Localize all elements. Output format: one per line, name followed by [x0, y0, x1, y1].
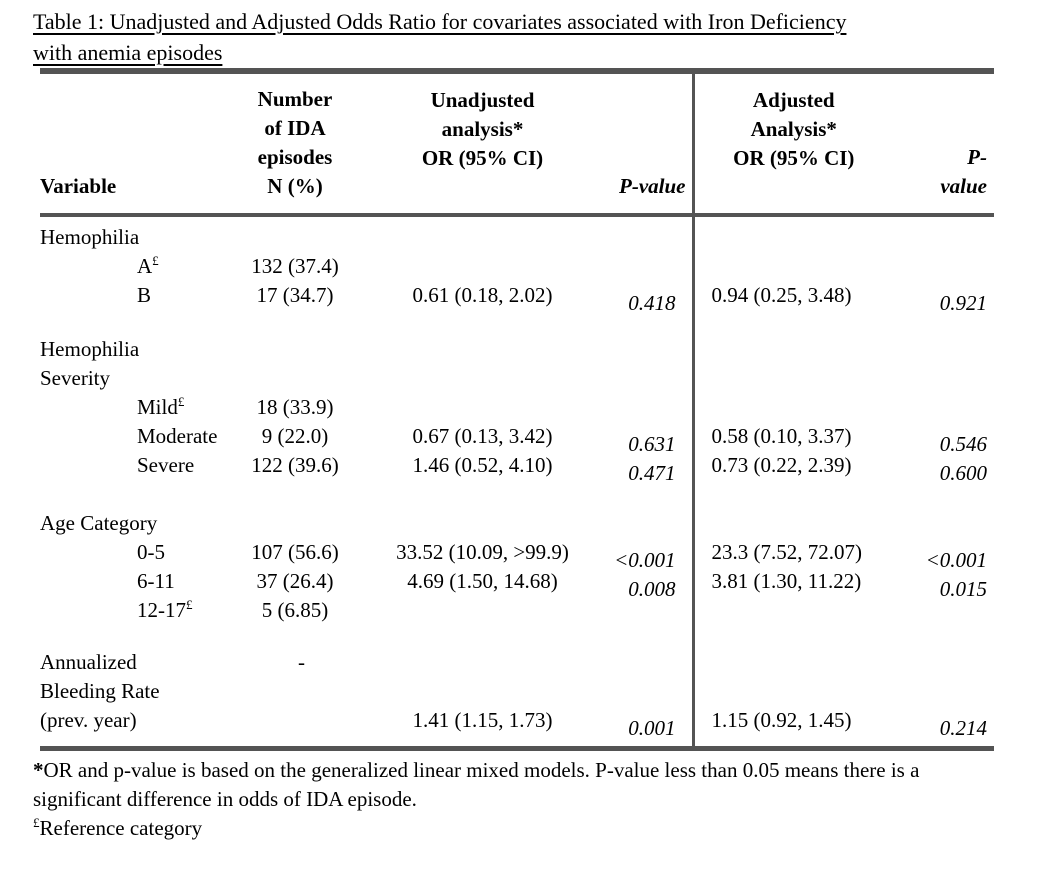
cell-or-adjusted: 0.73 (0.22, 2.39): [691, 451, 893, 480]
cell-p-unadjusted: [605, 252, 693, 281]
cell-variable: B: [137, 283, 152, 307]
cell-variable: Severe: [137, 453, 195, 477]
cell-or-unadjusted: 0.61 (0.18, 2.02): [412, 283, 553, 307]
cell-p-unadjusted: <0.001: [614, 548, 676, 572]
cell-p-unadjusted: 0.471: [628, 461, 676, 485]
cell-p-unadjusted: [605, 223, 693, 252]
cell-variable: Bleeding Rate: [40, 679, 160, 703]
cell-p-adjusted: 0.921: [939, 291, 987, 315]
cell-p-unadjusted: 0.008: [628, 577, 676, 601]
cell-variable: 0-5: [137, 540, 165, 564]
cell-or-unadjusted: 1.41 (1.15, 1.73): [412, 708, 553, 732]
cell-variable: Hemophilia: [40, 225, 140, 249]
cell-or-adjusted: 23.3 (7.52, 72.07): [691, 538, 893, 567]
table-header: Variable Number of IDA episodes N (%) Un…: [40, 71, 994, 217]
table-row: Severity: [40, 364, 994, 393]
cell-n-pct: 107 (56.6): [251, 540, 339, 564]
table-title: Table 1: Unadjusted and Adjusted Odds Ra…: [33, 6, 1054, 68]
table-row: Annualized -: [40, 648, 994, 677]
table-row: Severe 122 (39.6) 1.46 (0.52, 4.10) 0.47…: [40, 451, 994, 485]
spacer-row: [40, 625, 994, 648]
cell-p-adjusted: 0.546: [939, 432, 987, 456]
table-title-line1: Table 1: Unadjusted and Adjusted Odds Ra…: [33, 9, 847, 34]
cell-p-adjusted: [893, 252, 994, 281]
cell-p-unadjusted: 0.001: [628, 716, 676, 740]
cell-n-pct: 132 (37.4): [251, 254, 339, 278]
cell-p-adjusted: <0.001: [925, 548, 987, 572]
table-title-line2: with anemia episodes: [33, 40, 223, 65]
cell-p-unadjusted: 0.631: [628, 432, 676, 456]
cell-or-unadjusted: 4.69 (1.50, 14.68): [407, 569, 558, 593]
reference-superscript: £: [177, 394, 185, 409]
spacer-row: [40, 480, 994, 509]
cell-n-pct: 9 (22.0): [261, 424, 329, 448]
cell-n-pct: 122 (39.6): [251, 453, 339, 477]
table-row: Hemophilia: [40, 223, 994, 252]
header-n-ida-episodes: Number of IDA episodes N (%): [230, 71, 360, 217]
cell-variable: Annualized: [40, 650, 137, 674]
footnote-asterisk: *: [33, 757, 44, 782]
table-row: Bleeding Rate: [40, 677, 994, 706]
cell-n-pct: 17 (34.7): [256, 283, 334, 307]
cell-variable: Age Category: [40, 511, 158, 535]
cell-p-adjusted: 0.015: [939, 577, 987, 601]
cell-p-adjusted: [893, 223, 994, 252]
cell-or-adjusted: [691, 223, 893, 252]
cell-p-unadjusted: 0.418: [628, 291, 676, 315]
cell-or-unadjusted: [360, 223, 605, 252]
cell-n-pct: 18 (33.9): [256, 395, 334, 419]
page: Table 1: Unadjusted and Adjusted Odds Ra…: [33, 6, 1054, 843]
header-row: Variable Number of IDA episodes N (%) Un…: [40, 71, 994, 217]
table-row: Hemophilia: [40, 335, 994, 364]
cell-n-pct: -: [298, 650, 305, 674]
header-unadjusted-analysis: Unadjusted analysis* OR (95% CI): [360, 71, 605, 217]
header-adjusted-analysis: Adjusted Analysis* OR (95% CI): [691, 71, 893, 217]
footnote-models: *OR and p-value is based on the generali…: [33, 757, 920, 811]
cell-n-pct: 5 (6.85): [261, 598, 329, 622]
cell-or-adjusted: 3.81 (1.30, 11.22): [691, 567, 893, 596]
table-row: Moderate 9 (22.0) 0.67 (0.13, 3.42) 0.63…: [40, 422, 994, 456]
reference-superscript: £: [33, 814, 40, 830]
table-row: 6-11 37 (26.4) 4.69 (1.50, 14.68) 0.008 …: [40, 567, 994, 601]
cell-variable: (prev. year): [40, 708, 137, 732]
table-row: A£ 132 (37.4): [40, 252, 994, 281]
cell-or-adjusted: 1.15 (0.92, 1.45): [691, 706, 893, 735]
header-variable: Variable: [40, 71, 230, 217]
table-row: B 17 (34.7) 0.61 (0.18, 2.02) 0.418 0.94…: [40, 281, 994, 315]
cell-n-pct: 37 (26.4): [256, 569, 334, 593]
cell-p-adjusted: 0.600: [939, 461, 987, 485]
cell-variable: 6-11: [137, 569, 175, 593]
cell-or-unadjusted: 33.52 (10.09, >99.9): [396, 540, 569, 564]
cell-or-adjusted: [691, 252, 893, 281]
cell-n-pct: [230, 223, 360, 252]
footnote-reference-category: £Reference category: [33, 814, 203, 840]
cell-or-adjusted: 0.58 (0.10, 3.37): [691, 422, 893, 451]
spacer-row: [40, 215, 994, 223]
table-row: 0-5 107 (56.6) 33.52 (10.09, >99.9) <0.0…: [40, 538, 994, 572]
reference-superscript: £: [186, 597, 193, 612]
footnotes: *OR and p-value is based on the generali…: [33, 756, 1025, 843]
cell-variable: Severity: [40, 366, 110, 390]
spacer-row: [40, 310, 994, 335]
cell-or-unadjusted: 1.46 (0.52, 4.10): [412, 453, 553, 477]
reference-superscript: £: [152, 253, 159, 268]
table-row: Mild£ 18 (33.9): [40, 393, 994, 422]
table-row: (prev. year) 1.41 (1.15, 1.73) 0.001 1.1…: [40, 706, 994, 740]
header-adjusted-pvalue: P- value: [893, 71, 994, 217]
cell-variable: A£: [137, 253, 159, 278]
cell-variable: Mild£: [137, 394, 185, 419]
cell-or-unadjusted: 0.67 (0.13, 3.42): [412, 424, 553, 448]
odds-ratio-table: Variable Number of IDA episodes N (%) Un…: [40, 68, 994, 751]
spacer-row: [40, 735, 994, 748]
table-body: Hemophilia A£ 132 (37.4) B 17 (34.7) 0.6…: [40, 215, 994, 748]
cell-p-adjusted: 0.214: [939, 716, 987, 740]
table-row: 12-17£ 5 (6.85): [40, 596, 994, 625]
cell-or-adjusted: 0.94 (0.25, 3.48): [691, 281, 893, 310]
cell-variable: 12-17£: [137, 597, 193, 622]
table-row: Age Category: [40, 509, 994, 538]
cell-or-unadjusted: [360, 252, 605, 281]
header-unadjusted-pvalue: P-value: [605, 71, 693, 217]
cell-variable: Hemophilia: [40, 337, 140, 361]
cell-variable: Moderate: [137, 424, 218, 448]
